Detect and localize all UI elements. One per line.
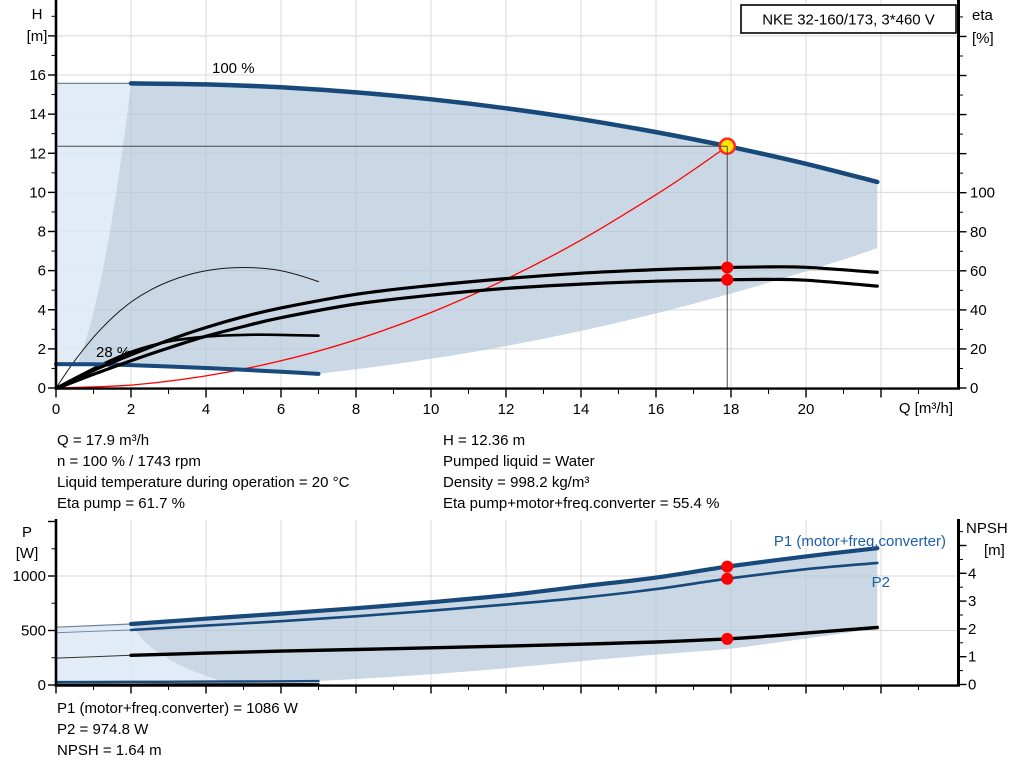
power-chart-ticks [48,520,967,694]
svg-text:4: 4 [202,401,210,418]
info-liquid-temp: Liquid temperature during operation = 20… [57,474,350,491]
npsh-axis-unit: [m] [984,542,1005,559]
power-chart-operating-point-group[interactable] [721,560,734,645]
pump-title-box [740,4,957,34]
info-eta-pump: Eta pump = 61.7 % [57,495,185,512]
p1-curve-label: P1 (motor+freq.converter) [774,533,946,550]
p2-thin-extension [55,629,132,634]
power-chart-operating-envelope [56,548,878,684]
svg-text:20: 20 [970,341,987,358]
pump-title: NKE 32-160/173, 3*460 V [762,12,935,29]
p2-curve [129,561,879,632]
eta-pump-point [721,261,734,274]
info-density: Density = 998.2 kg/m³ [443,474,590,491]
eta-pump-28-curve [55,266,319,389]
result-p2: P2 = 974.8 W [57,721,149,738]
info-h: H = 12.36 m [443,432,526,449]
svg-text:0: 0 [38,677,46,694]
svg-text:14: 14 [29,106,46,123]
svg-text:8: 8 [38,224,46,241]
svg-text:2: 2 [968,621,976,638]
power-chart[interactable]: 0 500 1000 0 1 2 3 4 P [W] NPSH [m] P1 (motor+f… [13,519,1008,694]
svg-text:1: 1 [968,649,976,666]
head-chart[interactable]: 0 2 4 6 8 10 12 14 16 18 20 0 2 4 6 8 10 12 14 16 0 20 40 60 80 1… [27,0,995,418]
allowed-operating-region [77,83,878,374]
svg-text:6: 6 [38,263,46,280]
speed-label-100: 100 % [212,60,255,77]
svg-text:40: 40 [970,302,987,319]
svg-text:0: 0 [968,677,976,694]
head-curve-28 [54,362,321,376]
p-axis-title: P [22,524,32,541]
eta-axis-title: eta [972,7,994,24]
svg-text:6: 6 [277,401,285,418]
npsh-curve [129,625,879,657]
system-curve [55,145,728,389]
eta-axis-unit: [%] [972,30,994,47]
svg-text:100: 100 [970,185,995,202]
info-eta-total: Eta pump+motor+freq.converter = 55.4 % [443,495,720,512]
svg-text:14: 14 [573,401,590,418]
h-axis-title: H [32,6,43,23]
svg-text:0: 0 [38,380,46,397]
p2-point [721,572,734,585]
eta-total-100-curve [56,277,879,390]
svg-text:1000: 1000 [13,568,46,585]
svg-text:16: 16 [648,401,665,418]
eta-pump-100-curve [56,265,879,390]
low-flow-region [56,83,131,365]
power-npsh-results: P1 (motor+freq.converter) = 1086 W P2 = … [57,698,298,761]
svg-text:0: 0 [970,380,978,397]
result-npsh: NPSH = 1.64 m [57,742,162,759]
info-pumped-liquid: Pumped liquid = Water [443,453,595,470]
svg-text:60: 60 [970,263,987,280]
p1-point [721,560,734,573]
svg-text:10: 10 [423,401,440,418]
p-axis-unit: [W] [16,545,39,562]
p1-thin-extension [55,623,132,628]
head-chart-operating-point-group[interactable] [57,137,737,388]
head-chart-curves [54,81,880,390]
svg-text:16: 16 [29,67,46,84]
q-axis-title: Q [m³/h] [899,400,953,417]
npsh-thin-extension [55,654,132,659]
svg-text:2: 2 [38,341,46,358]
npsh-point [721,632,734,645]
svg-text:4: 4 [968,565,976,582]
head-chart-tick-labels: 0 2 4 6 8 10 12 14 16 18 20 0 2 4 6 8 10 12 14 16 0 20 40 60 80 1… [29,67,995,418]
info-q: Q = 17.9 m³/h [57,432,150,449]
p1-curve [128,546,880,627]
svg-text:12: 12 [29,145,46,162]
head-curve-100 [128,81,880,185]
p1-28-curve [54,679,320,684]
svg-text:4: 4 [38,302,46,319]
speed-label-28: 28 % [96,344,130,361]
svg-text:10: 10 [29,184,46,201]
svg-text:8: 8 [352,401,360,418]
svg-text:2: 2 [127,401,135,418]
svg-text:3: 3 [968,593,976,610]
duty-point-info-left: Q = 17.9 m³/h n = 100 % / 1743 rpm Liqui… [57,430,349,514]
head-chart-ticks [48,15,967,398]
h-axis-unit: [m] [27,28,48,45]
svg-text:20: 20 [798,401,815,418]
result-p1: P1 (motor+freq.converter) = 1086 W [57,700,298,717]
svg-text:18: 18 [723,401,740,418]
svg-text:500: 500 [21,623,46,640]
head-chart-operating-envelope [56,83,878,374]
npsh-axis-title: NPSH [966,520,1008,537]
duty-point-info-right: H = 12.36 m Pumped liquid = Water Densit… [443,430,719,514]
p2-curve-label: P2 [872,574,890,591]
svg-text:80: 80 [970,224,987,241]
power-chart-curves [54,546,880,686]
svg-text:0: 0 [52,401,60,418]
info-speed: n = 100 % / 1743 rpm [57,453,201,470]
svg-text:12: 12 [498,401,515,418]
eta-total-point [721,273,734,286]
power-chart-tick-labels: 0 500 1000 0 1 2 3 4 [13,565,977,694]
